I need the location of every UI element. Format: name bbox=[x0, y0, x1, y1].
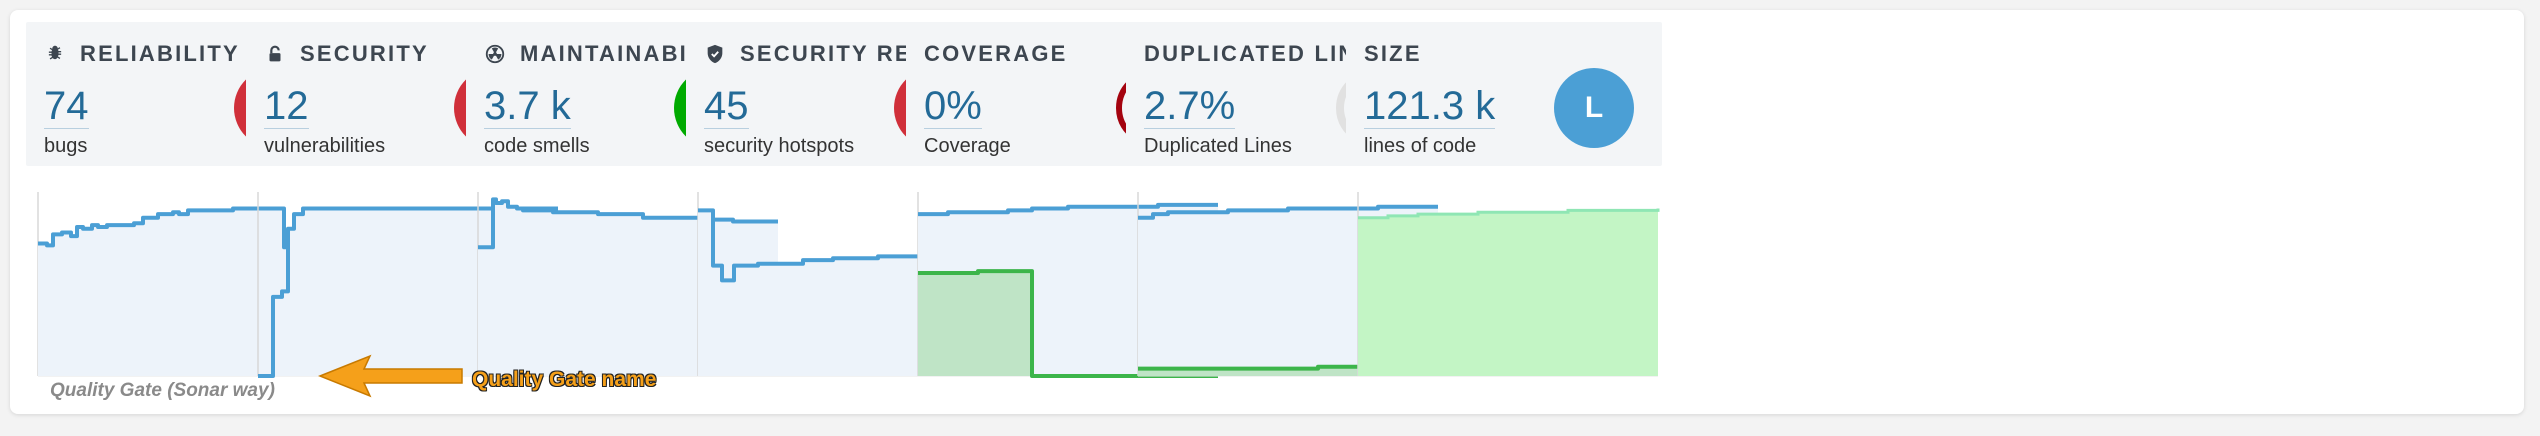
bugs-count-link[interactable]: 74 bbox=[44, 84, 89, 129]
card-subtitle: Duplicated Lines bbox=[1144, 135, 1292, 157]
bug-icon bbox=[44, 43, 66, 65]
card-header: Size bbox=[1364, 40, 1422, 68]
size-rating-badge[interactable]: L bbox=[1554, 68, 1634, 148]
lock-icon bbox=[264, 43, 286, 65]
series-area bbox=[1358, 208, 1658, 376]
series-line bbox=[698, 208, 998, 283]
card-title: Security bbox=[300, 41, 429, 66]
coverage-value-link[interactable]: 0% bbox=[924, 84, 982, 129]
series-line bbox=[38, 206, 338, 261]
annotation-arrow bbox=[317, 354, 463, 398]
series-line bbox=[1138, 204, 1438, 220]
size-history-chart[interactable] bbox=[1348, 186, 1660, 382]
bugs-history-chart[interactable] bbox=[28, 186, 340, 382]
duplicated-lines-value-link[interactable]: 2.7% bbox=[1144, 84, 1236, 129]
series-line bbox=[258, 206, 558, 378]
quality-gate-name[interactable]: Quality Gate (Sonar way) bbox=[50, 380, 275, 401]
card-header: Security bbox=[264, 40, 429, 68]
card-title: Reliability bbox=[80, 41, 240, 66]
card-title: Coverage bbox=[924, 41, 1068, 66]
card-subtitle: security hotspots bbox=[704, 135, 855, 157]
series-area bbox=[918, 271, 1218, 376]
shield-icon bbox=[704, 43, 726, 65]
card-subtitle: lines of code bbox=[1364, 135, 1477, 157]
project-metrics-panel: Reliability 74 bugs E Security 12 vulner… bbox=[10, 10, 2524, 414]
series-line bbox=[1358, 208, 1660, 220]
card-header: Reliability bbox=[44, 40, 240, 68]
security-hotspots-count-link[interactable]: 45 bbox=[704, 84, 749, 129]
card-header: Coverage bbox=[924, 40, 1068, 68]
lines-of-code-link[interactable]: 121.3 k bbox=[1364, 84, 1496, 129]
series-line bbox=[478, 197, 778, 250]
code-smells-count-link[interactable]: 3.7 k bbox=[484, 84, 571, 129]
card-subtitle: Coverage bbox=[924, 135, 1011, 157]
vulnerabilities-count-link[interactable]: 12 bbox=[264, 84, 309, 129]
series-area bbox=[38, 208, 338, 376]
radiation-icon bbox=[484, 43, 506, 65]
card-subtitle: vulnerabilities bbox=[264, 135, 386, 157]
size-card[interactable]: Size 121.3 k lines of code L bbox=[1346, 22, 1662, 166]
card-subtitle: code smells bbox=[484, 135, 590, 157]
card-subtitle: bugs bbox=[44, 135, 88, 157]
card-title: Size bbox=[1364, 41, 1422, 66]
series-line bbox=[918, 269, 1218, 378]
annotation-label: Quality Gate name bbox=[472, 368, 657, 391]
